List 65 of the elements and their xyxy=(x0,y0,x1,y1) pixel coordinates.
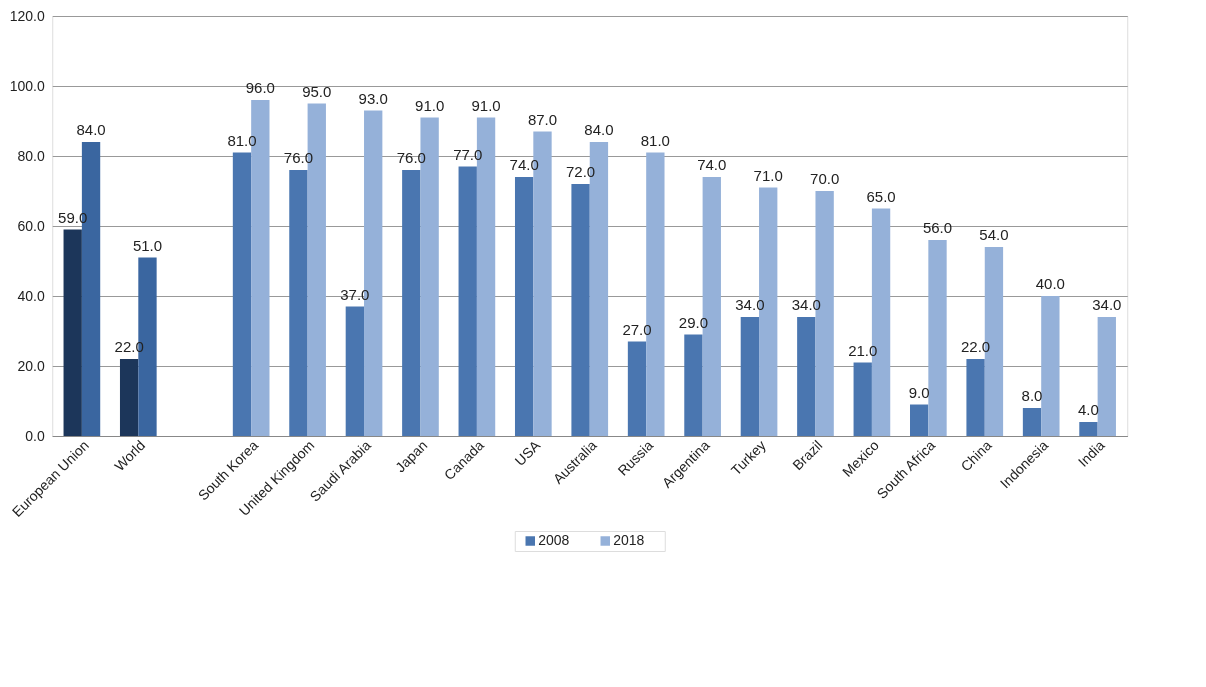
data-label: 84.0 xyxy=(76,121,106,138)
data-label: 34.0 xyxy=(735,296,765,313)
y-tick-label: 100.0 xyxy=(9,77,45,94)
data-label: 40.0 xyxy=(1035,275,1065,292)
bar xyxy=(289,170,308,436)
data-label: 81.0 xyxy=(227,131,257,149)
bar xyxy=(740,317,760,436)
data-label: 51.0 xyxy=(132,236,163,254)
data-label: 77.0 xyxy=(453,145,483,163)
data-label: 29.0 xyxy=(678,313,709,331)
data-label: 34.0 xyxy=(791,296,821,313)
data-label: 21.0 xyxy=(848,341,878,359)
data-label: 91.0 xyxy=(471,96,501,114)
bar xyxy=(514,177,534,436)
data-label: 56.0 xyxy=(922,219,953,236)
legend-label: 2008 xyxy=(538,532,570,548)
bar xyxy=(232,152,252,436)
bar xyxy=(928,240,947,436)
bar xyxy=(402,170,421,436)
data-label: 34.0 xyxy=(1092,296,1122,313)
data-label: 74.0 xyxy=(697,156,727,173)
data-label: 9.0 xyxy=(908,383,930,401)
y-tick-label: 40.0 xyxy=(17,287,45,304)
data-label: 70.0 xyxy=(810,170,840,187)
data-label: 84.0 xyxy=(584,121,614,138)
data-label: 74.0 xyxy=(509,156,539,173)
bar xyxy=(571,184,590,436)
x-tick-label: USA xyxy=(511,436,544,469)
bar xyxy=(1079,422,1098,436)
y-tick-label: 80.0 xyxy=(17,147,45,164)
data-label: 37.0 xyxy=(340,285,370,303)
data-label: 87.0 xyxy=(527,110,558,128)
bar xyxy=(684,334,703,436)
bar xyxy=(345,306,365,436)
bar xyxy=(909,404,929,436)
data-label: 8.0 xyxy=(1021,387,1043,404)
data-label: 27.0 xyxy=(622,320,652,338)
bar xyxy=(966,359,985,436)
bar xyxy=(119,359,139,436)
data-label: 76.0 xyxy=(396,149,426,166)
bar xyxy=(853,362,872,436)
bar xyxy=(1022,408,1042,436)
y-tick-label: 0.0 xyxy=(25,427,45,444)
bar xyxy=(1041,296,1060,436)
data-label: 93.0 xyxy=(358,89,388,107)
bar xyxy=(1097,317,1116,436)
data-label: 4.0 xyxy=(1078,401,1099,418)
y-tick-label: 20.0 xyxy=(17,357,45,374)
bar xyxy=(627,341,647,436)
data-label: 95.0 xyxy=(302,82,332,100)
data-label: 81.0 xyxy=(640,131,670,149)
data-label: 71.0 xyxy=(753,166,783,184)
data-label: 54.0 xyxy=(979,226,1009,243)
data-label: 72.0 xyxy=(565,163,596,180)
bar xyxy=(797,317,816,436)
data-label: 96.0 xyxy=(245,79,275,96)
data-label: 65.0 xyxy=(866,187,896,205)
bar xyxy=(63,229,82,436)
legend-label: 2018 xyxy=(613,532,645,548)
data-label: 91.0 xyxy=(415,96,445,114)
data-label: 76.0 xyxy=(283,149,314,166)
y-tick-label: 60.0 xyxy=(17,217,45,234)
data-label: 22.0 xyxy=(960,338,991,355)
y-tick-label: 120.0 xyxy=(9,7,45,24)
bar xyxy=(458,166,477,436)
